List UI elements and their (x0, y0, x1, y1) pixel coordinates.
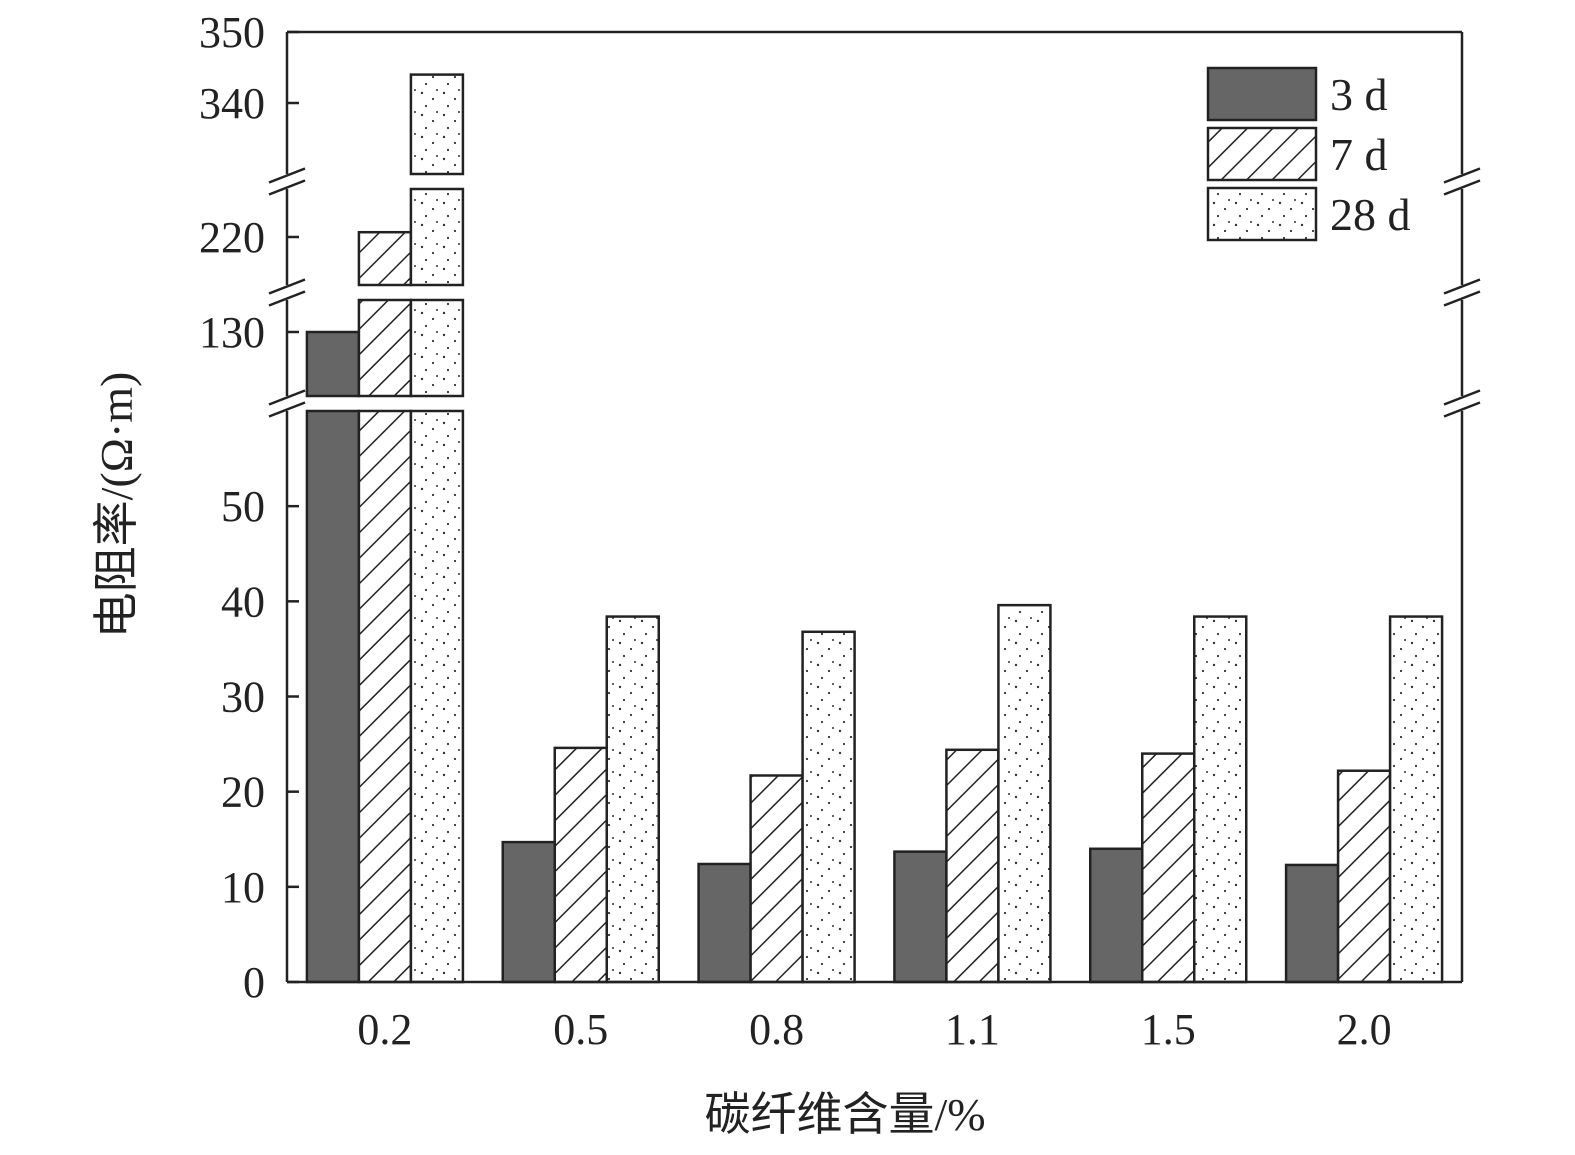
axis-break-mark (1443, 290, 1481, 307)
legend-swatch-28d (1206, 186, 1318, 242)
bar-28d-2.0-seg0 (1388, 615, 1444, 984)
axis-break-mark (1443, 278, 1481, 295)
x-axis-ticks: 0.2 0.5 0.8 1.1 1.5 2.0 (357, 1005, 1391, 1054)
axis-break-mark (268, 401, 306, 418)
y-tick-label: 340 (199, 79, 265, 128)
legend-label-3d: 3 d (1330, 69, 1388, 120)
bar-28d-0.2-seg3 (409, 73, 465, 176)
x-tick-label: 2.0 (1337, 1005, 1392, 1054)
bar-3d-0.5-seg0 (501, 840, 556, 984)
bar-3d-0.2-seg1 (305, 330, 361, 398)
legend-swatch-7d (1206, 126, 1318, 182)
axis-break-mark (1443, 179, 1481, 196)
bar-28d-0.2-seg1 (409, 298, 465, 398)
axis-break-mark (268, 278, 306, 295)
bar-7d-2.0-seg0 (1336, 769, 1392, 984)
bar-3d-0.2-seg0 (305, 409, 361, 984)
y-tick-label: 220 (199, 213, 265, 262)
x-tick-label: 1.5 (1141, 1005, 1196, 1054)
y-tick-label: 10 (221, 863, 265, 912)
axis-break-mark (268, 389, 306, 406)
bar-7d-0.8-seg0 (749, 774, 804, 984)
bar-28d-0.2-seg2 (409, 187, 465, 287)
bar-7d-1.5-seg0 (1141, 752, 1196, 984)
axis-break-mark (1443, 401, 1481, 418)
x-tick-label: 0.8 (749, 1005, 804, 1054)
y-tick-label: 50 (221, 482, 265, 531)
bars-layer (305, 73, 1444, 984)
bar-7d-0.5-seg0 (553, 746, 608, 984)
legend-swatch-3d (1206, 66, 1318, 122)
x-tick-label: 0.5 (553, 1005, 608, 1054)
bar-28d-1.5-seg0 (1193, 615, 1248, 984)
axis-break-mark (268, 290, 306, 307)
y-tick-label: 0 (243, 958, 265, 1007)
bar-7d-0.2-seg2 (357, 230, 413, 287)
bar-28d-0.8-seg0 (801, 630, 856, 984)
axis-break-mark (268, 179, 306, 196)
y-tick-label: 20 (221, 768, 265, 817)
x-tick-label: 1.1 (945, 1005, 1000, 1054)
legend: 3 d 7 d 28 d (1206, 66, 1411, 242)
bar-3d-1.5-seg0 (1089, 847, 1144, 984)
bar-28d-1.1-seg0 (997, 603, 1052, 984)
bar-7d-0.2-seg1 (357, 298, 413, 398)
legend-label-7d: 7 d (1330, 129, 1388, 180)
bar-7d-1.1-seg0 (945, 748, 1000, 984)
bar-3d-0.8-seg0 (697, 862, 752, 984)
x-axis-label: 碳纤维含量/% (704, 1089, 985, 1140)
bar-7d-0.2-seg0 (357, 409, 413, 984)
axis-break-mark (1443, 167, 1481, 184)
legend-label-28d: 28 d (1330, 189, 1411, 240)
axis-break-mark (1443, 389, 1481, 406)
y-tick-label: 40 (221, 577, 265, 626)
y-axis-label: 电阻率/(Ω·m) (91, 372, 142, 639)
y-tick-label: 130 (199, 308, 265, 357)
x-tick-label: 0.2 (357, 1005, 412, 1054)
y-tick-label: 350 (199, 8, 265, 57)
bar-28d-0.2-seg0 (409, 409, 465, 984)
y-tick-label: 30 (221, 673, 265, 722)
y-axis-ticks: 0 10 20 30 40 50 130 220 340 350 (199, 8, 299, 1007)
bar-3d-1.1-seg0 (893, 850, 948, 984)
bar-28d-0.5-seg0 (605, 615, 660, 984)
bar-3d-2.0-seg0 (1284, 863, 1340, 984)
axis-break-mark (268, 167, 306, 184)
